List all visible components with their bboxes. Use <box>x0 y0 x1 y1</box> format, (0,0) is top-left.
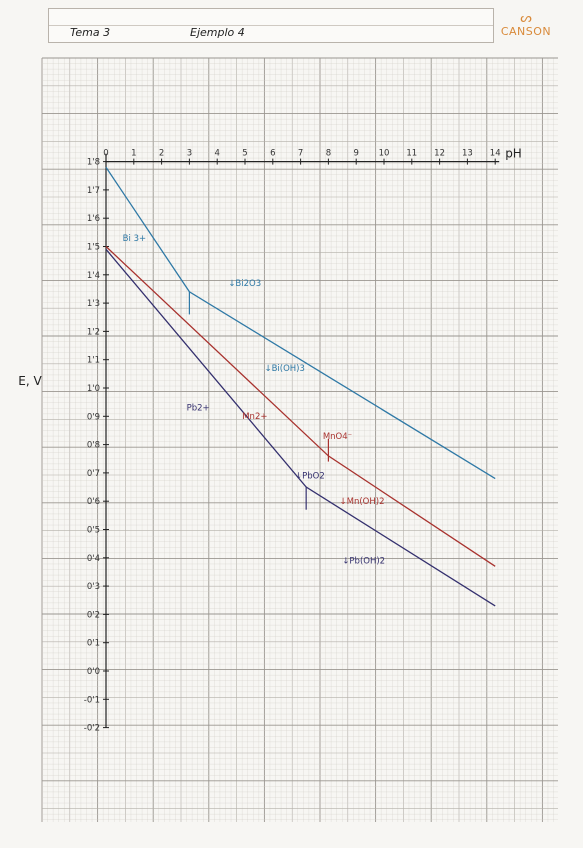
y-axis-title: E, V <box>18 374 42 388</box>
x-tick-label: 5 <box>242 149 247 159</box>
x-tick-label: 6 <box>270 149 275 159</box>
species-label: Mn2+ <box>242 412 267 422</box>
header-box <box>48 8 494 43</box>
species-label: MnO4⁻ <box>323 432 352 442</box>
species-label: ↓Pb(OH)2 <box>342 556 385 566</box>
x-tick-label: 9 <box>353 149 358 159</box>
y-tick-label: 0'1 <box>87 639 100 649</box>
header-rule <box>49 25 493 26</box>
logo-mark-icon: ᔕ <box>520 11 532 26</box>
y-tick-label: -0'2 <box>84 724 100 734</box>
canson-logo: ᔕ CANSON <box>494 12 558 42</box>
species-label: ↓Bi2O3 <box>228 279 261 289</box>
y-tick-label: -0'1 <box>84 695 100 705</box>
species-label: Pb2+ <box>187 404 210 414</box>
topic-label: Tema 3 <box>70 26 111 39</box>
y-tick-label: 0'5 <box>87 526 100 536</box>
y-tick-label: 0'6 <box>87 497 100 507</box>
x-tick-label: 3 <box>187 149 192 159</box>
y-tick-label: 0'7 <box>87 469 100 479</box>
x-tick-label: 4 <box>214 149 219 159</box>
y-tick-label: 1'6 <box>87 214 100 224</box>
y-tick-label: 1'5 <box>87 243 100 253</box>
y-tick-label: 1'3 <box>87 299 100 309</box>
species-label: ↓Bi(OH)3 <box>264 364 304 374</box>
example-label: Ejemplo 4 <box>190 26 245 39</box>
x-tick-label: 14 <box>490 149 501 159</box>
y-tick-label: 1'0 <box>87 384 100 394</box>
y-tick-label: 1'4 <box>87 271 100 281</box>
species-label: ↓Mn(OH)2 <box>340 497 385 507</box>
y-tick-label: 1'2 <box>87 327 100 337</box>
x-tick-label: 10 <box>379 149 390 159</box>
grid <box>41 57 558 822</box>
x-tick-label: 7 <box>298 149 303 159</box>
y-tick-label: 0'0 <box>87 667 100 677</box>
x-tick-label: 12 <box>434 149 445 159</box>
species-label: ↓PbO2 <box>295 472 325 482</box>
x-axis-title: pH <box>505 147 522 161</box>
series-layer <box>105 166 496 607</box>
species-label: Bi 3+ <box>123 234 146 244</box>
x-tick-label: 13 <box>462 149 473 159</box>
x-tick-label: 0 <box>103 149 108 159</box>
x-tick-label: 11 <box>406 149 417 159</box>
y-tick-label: 0'8 <box>87 441 100 451</box>
x-tick-label: 1 <box>131 149 136 159</box>
y-tick-label: 0'9 <box>87 412 100 422</box>
logo-text: CANSON <box>500 25 552 38</box>
axes: 0 1 2 3 4 5 6 7 8 9 10 11 12 13 14 pH1'81'71'61'51'41'3… <box>18 147 522 734</box>
x-tick-label: 2 <box>159 149 164 159</box>
annotations: Bi 3+ ↓Bi2O3 ↓Bi(OH)3 Pb2+ Mn2+ MnO4⁻ ↓PbO2 ↓Mn… <box>123 234 385 567</box>
y-tick-label: 0'2 <box>87 610 100 620</box>
y-tick-label: 0'3 <box>87 582 100 592</box>
y-tick-label: 1'7 <box>87 186 100 196</box>
y-tick-label: 1'1 <box>87 356 100 366</box>
y-tick-label: 0'4 <box>87 554 100 564</box>
y-tick-label: 1'8 <box>87 158 100 168</box>
x-tick-label: 8 <box>326 149 331 159</box>
